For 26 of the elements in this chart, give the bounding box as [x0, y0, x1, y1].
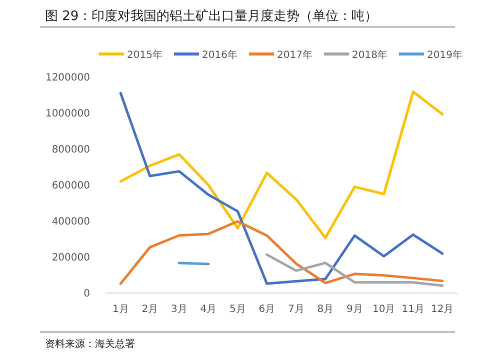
legend-label: 2016年: [202, 49, 238, 61]
x-tick-label: 12月: [431, 304, 454, 315]
x-tick-label: 9月: [346, 304, 363, 315]
y-tick-label: 1000000: [45, 108, 90, 120]
legend-label: 2017年: [277, 49, 312, 61]
legend-label: 2018年: [352, 49, 388, 61]
text: 资料来源：海关总署: [45, 338, 135, 350]
x-tick-label: 6月: [258, 304, 276, 315]
y-tick-label: 600000: [52, 180, 90, 192]
chart-title: 图 29：印度对我国的铝土矿出口量月度走势（单位：吨）: [45, 8, 378, 24]
x-tick-label: 11月: [402, 304, 424, 315]
x-tick-label: 8月: [317, 304, 334, 315]
x-tick-label: 1月: [112, 304, 129, 315]
y-tick-label: 200000: [52, 252, 90, 264]
legend-label: 2015年: [127, 49, 162, 61]
y-tick-label: 800000: [52, 144, 90, 156]
x-tick-label: 3月: [170, 304, 188, 315]
x-tick-label: 5月: [229, 304, 246, 315]
x-tick-label: 7月: [288, 304, 304, 315]
x-tick-label: 2月: [142, 304, 158, 315]
y-tick-label: 1200000: [45, 72, 90, 84]
x-tick-label: 10月: [372, 304, 396, 315]
y-tick-label: 400000: [52, 216, 90, 228]
legend-label: 2019年: [427, 49, 462, 61]
y-tick-label: 0: [84, 288, 90, 300]
x-tick-label: 4月: [200, 304, 217, 315]
